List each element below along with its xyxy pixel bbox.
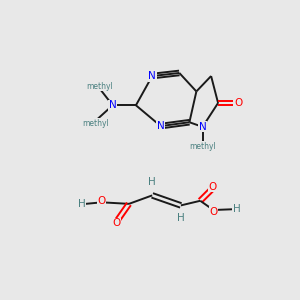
Text: N: N xyxy=(199,122,206,132)
Text: O: O xyxy=(209,207,217,217)
Text: H: H xyxy=(233,204,241,214)
Text: O: O xyxy=(234,98,242,108)
Text: N: N xyxy=(157,121,165,131)
Text: H: H xyxy=(177,214,185,224)
Text: H: H xyxy=(78,199,86,209)
Text: methyl: methyl xyxy=(82,118,109,127)
Text: O: O xyxy=(112,218,121,228)
Text: N: N xyxy=(148,71,156,81)
Text: N: N xyxy=(109,100,116,110)
Text: O: O xyxy=(98,196,106,206)
Text: methyl: methyl xyxy=(189,142,216,151)
Text: methyl: methyl xyxy=(86,82,113,91)
Text: H: H xyxy=(148,177,156,187)
Text: O: O xyxy=(208,182,217,192)
